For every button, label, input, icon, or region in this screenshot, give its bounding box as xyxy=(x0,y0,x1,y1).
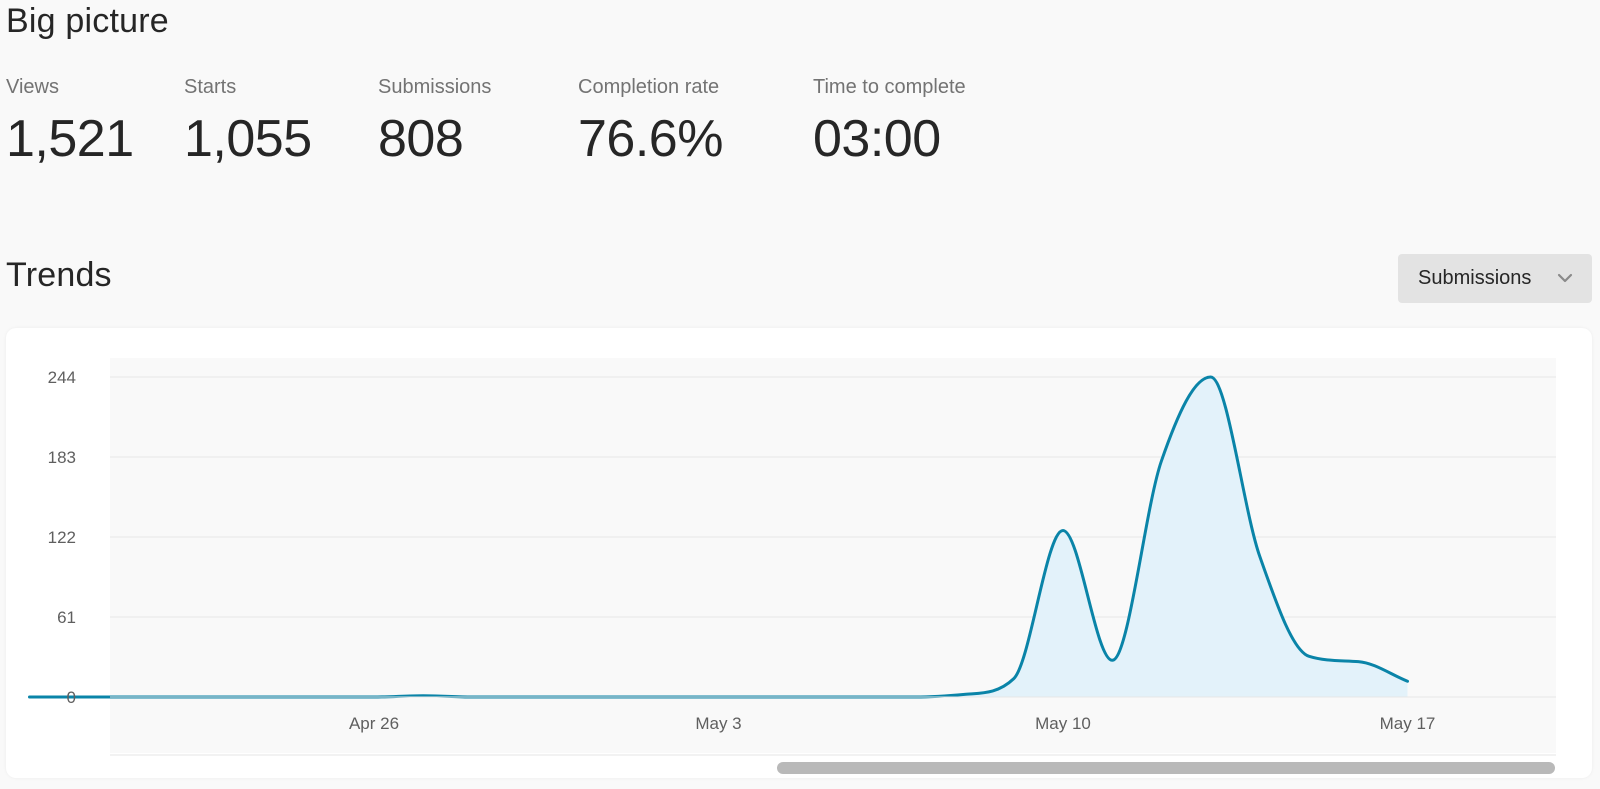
stat-time-to-complete: Time to complete 03:00 xyxy=(813,76,966,169)
stat-submissions: Submissions 808 xyxy=(378,76,491,169)
stat-value: 1,521 xyxy=(6,110,134,168)
stat-label: Time to complete xyxy=(813,76,966,98)
y-tick-label: 244 xyxy=(48,368,76,387)
chevron-down-icon xyxy=(1557,273,1573,283)
x-tick-label: Apr 26 xyxy=(349,714,399,733)
stat-value: 1,055 xyxy=(184,110,312,168)
stat-label: Views xyxy=(6,76,59,98)
y-tick-label: 0 xyxy=(67,688,76,707)
trends-chart-card: 244 183 122 61 0 Apr 26 May 3 May 10 May 17 xyxy=(6,328,1592,778)
stat-label: Completion rate xyxy=(578,76,720,98)
x-tick-label: May 3 xyxy=(695,714,741,733)
y-tick-label: 61 xyxy=(57,608,76,627)
trends-chart: 244 183 122 61 0 Apr 26 May 3 May 10 May 17 xyxy=(28,358,1556,756)
stat-label: Starts xyxy=(184,76,237,98)
stat-starts: Starts 1,055 xyxy=(184,76,312,169)
stat-label: Submissions xyxy=(378,76,492,98)
stat-value: 808 xyxy=(378,110,464,168)
x-tick-label: May 17 xyxy=(1380,714,1436,733)
x-tick-label: May 10 xyxy=(1035,714,1091,733)
chart-horizontal-scrollbar[interactable] xyxy=(777,762,1555,774)
metric-select-dropdown[interactable]: Submissions xyxy=(1398,254,1592,303)
metric-select-value: Submissions xyxy=(1418,267,1532,289)
stat-completion-rate: Completion rate 76.6% xyxy=(578,76,723,169)
y-tick-label: 183 xyxy=(48,448,76,467)
y-tick-label: 122 xyxy=(48,528,76,547)
trends-title: Trends xyxy=(6,256,112,294)
series-area xyxy=(29,377,1408,697)
big-picture-title: Big picture xyxy=(6,2,169,40)
stat-value: 03:00 xyxy=(813,110,941,168)
stat-views: Views 1,521 xyxy=(6,76,134,169)
stat-value: 76.6% xyxy=(578,110,723,168)
